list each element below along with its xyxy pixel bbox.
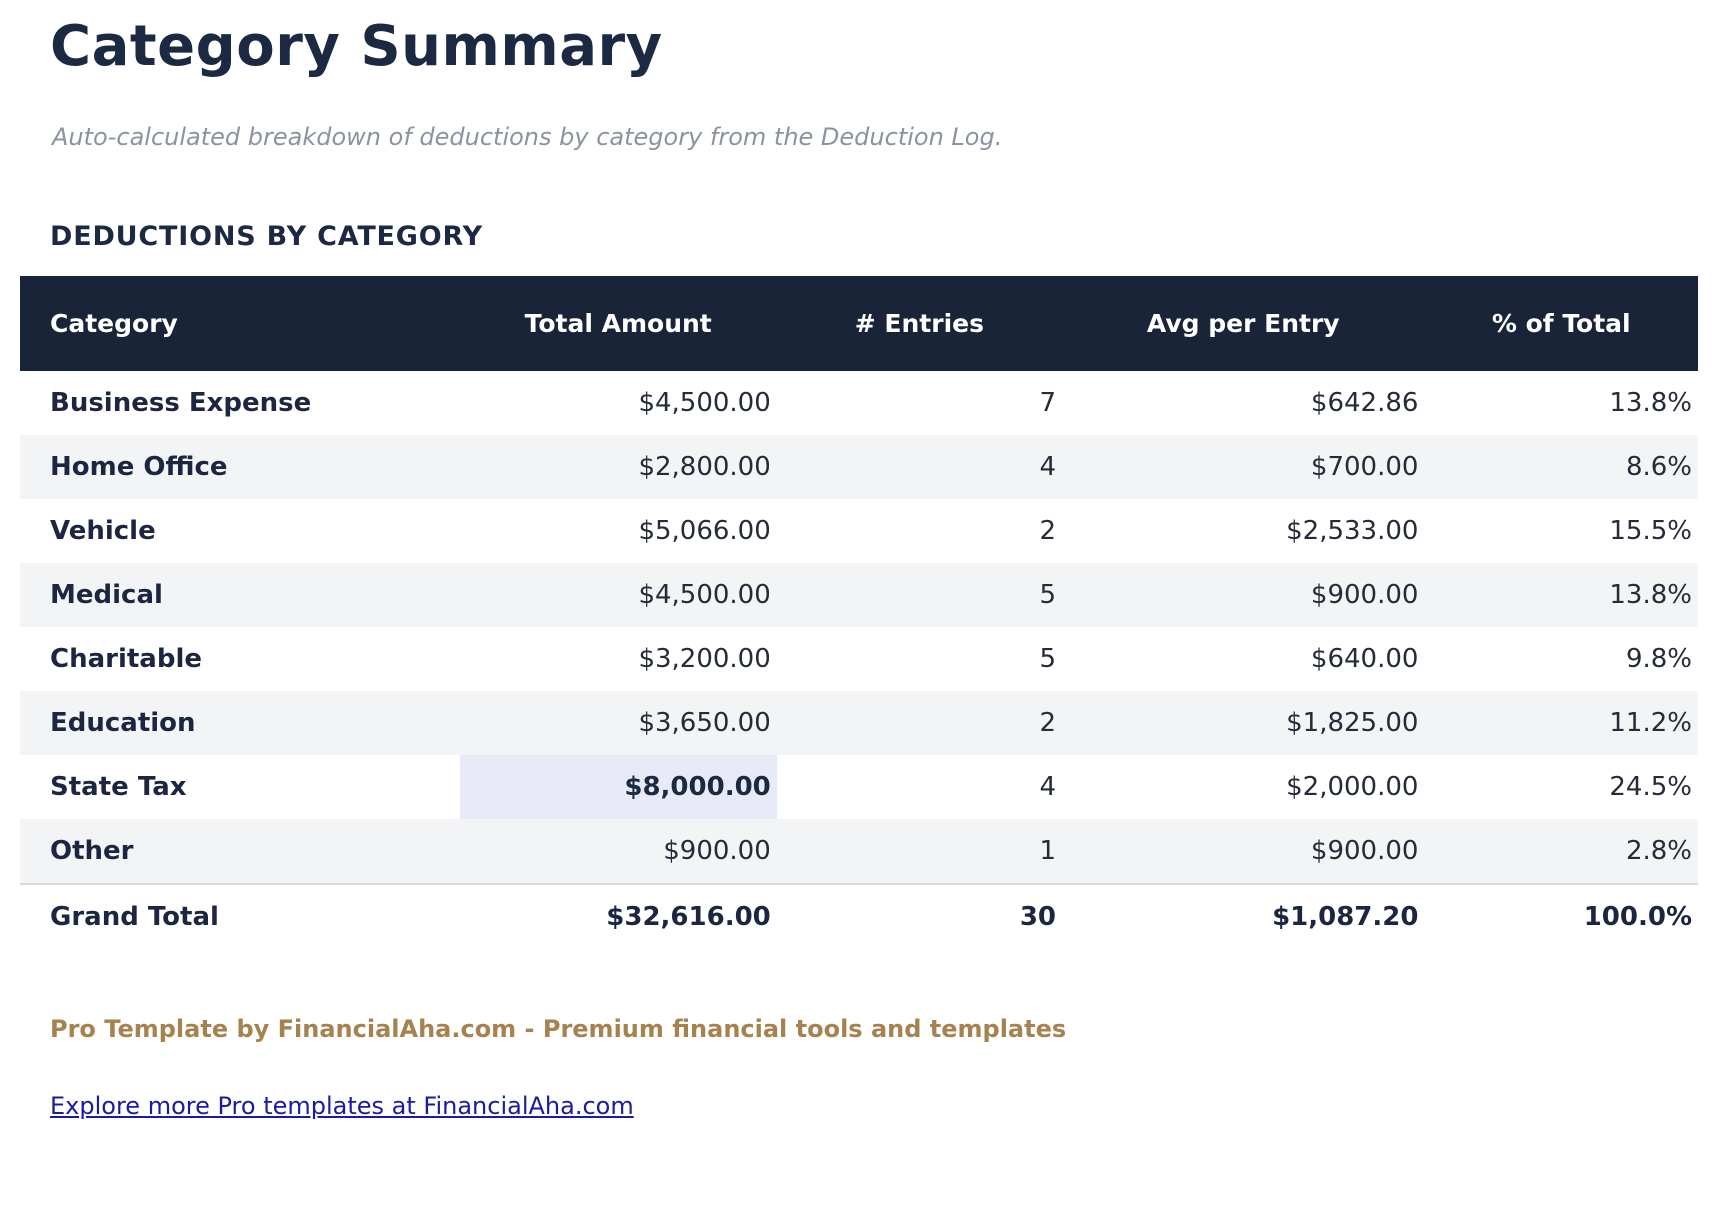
cell-total-amount: $3,200.00: [638, 644, 771, 674]
cell-num-entries: 1: [776, 819, 1063, 884]
cell-pct-of-total: 2.8%: [1424, 819, 1698, 884]
cell-avg-per-entry: $642.86: [1310, 388, 1419, 418]
deductions-by-category-table: Category Total Amount # Entries Avg per …: [20, 276, 1698, 949]
cell-num-entries: 5: [776, 563, 1063, 627]
cell-total-amount: $8,000.00: [459, 755, 777, 819]
cell-avg-per-entry: $1,825.00: [1062, 691, 1425, 755]
column-header-avg-per-entry: Avg per Entry: [1062, 276, 1425, 371]
cell-grand-total-entries: 30: [776, 883, 1063, 949]
table-row: Medical $4,500.00 5 $900.00 13.8%: [20, 563, 1698, 627]
grand-total-row: Grand Total $32,616.00 30 $1,087.20 100.0%: [20, 883, 1698, 949]
cell-total-amount: $4,500.00: [638, 388, 771, 418]
cell-category: State Tax: [50, 772, 187, 802]
page-subtitle: Auto-calculated breakdown of deductions …: [52, 123, 1003, 151]
cell-category: Education: [20, 691, 460, 755]
cell-total-amount: $3,650.00: [459, 691, 777, 755]
cell-grand-total-avg: $1,087.20: [1062, 883, 1425, 949]
cell-pct-of-total: 15.5%: [1609, 516, 1692, 546]
cell-pct-of-total: 9.8%: [1625, 644, 1692, 674]
cell-category: Medical: [20, 563, 460, 627]
column-header-pct-of-total: % of Total: [1424, 276, 1698, 371]
table-header-row: Category Total Amount # Entries Avg per …: [20, 276, 1698, 371]
cell-avg-per-entry: $640.00: [1310, 644, 1419, 674]
column-header-total-amount: Total Amount: [459, 276, 777, 371]
cell-category: Other: [20, 819, 460, 884]
cell-pct-of-total: 8.6%: [1424, 435, 1698, 499]
category-summary-page: Category Summary Auto-calculated breakdo…: [20, 14, 1698, 1120]
cell-pct-of-total: 13.8%: [1609, 388, 1692, 418]
cell-category: Charitable: [50, 644, 203, 674]
table-row: Vehicle $5,066.00 2 $2,533.00 15.5%: [20, 499, 1698, 563]
cell-grand-total-label: Grand Total: [20, 883, 460, 949]
cell-total-amount: $2,800.00: [459, 435, 777, 499]
cell-total-amount: $900.00: [459, 819, 777, 884]
cell-total-amount: $4,500.00: [459, 563, 777, 627]
column-header-category: Category: [20, 276, 460, 371]
table-row: State Tax $8,000.00 4 $2,000.00 24.5%: [20, 755, 1698, 819]
table-row: Other $900.00 1 $900.00 2.8%: [20, 819, 1698, 884]
page-title: Category Summary: [50, 14, 663, 79]
cell-num-entries: 4: [1039, 772, 1057, 802]
column-header-num-entries: # Entries: [776, 276, 1063, 371]
section-heading-deductions-by-category: DEDUCTIONS BY CATEGORY: [50, 221, 483, 252]
cell-avg-per-entry: $700.00: [1062, 435, 1425, 499]
cell-num-entries: 4: [776, 435, 1063, 499]
cell-avg-per-entry: $2,533.00: [1286, 516, 1419, 546]
cell-pct-of-total: 13.8%: [1424, 563, 1698, 627]
cell-grand-total-amount: $32,616.00: [459, 883, 777, 949]
cell-avg-per-entry: $900.00: [1062, 819, 1425, 884]
table-body: Business Expense $4,500.00 7 $642.86 13.8% Ho…: [20, 371, 1698, 949]
cell-num-entries: 7: [1039, 388, 1057, 418]
cell-num-entries: 5: [1039, 644, 1057, 674]
cell-num-entries: 2: [1039, 516, 1057, 546]
cell-pct-of-total: 11.2%: [1424, 691, 1698, 755]
cell-pct-of-total: 24.5%: [1609, 772, 1692, 802]
cell-num-entries: 2: [776, 691, 1063, 755]
cell-grand-total-pct: 100.0%: [1424, 883, 1698, 949]
table-row: Charitable $3,200.00 5 $640.00 9.8%: [20, 627, 1698, 691]
table-row: Business Expense $4,500.00 7 $642.86 13.8%: [20, 371, 1698, 435]
table-row: Education $3,650.00 2 $1,825.00 11.2%: [20, 691, 1698, 755]
explore-templates-link[interactable]: Explore more Pro templates at FinancialA…: [50, 1092, 634, 1120]
cell-category: Home Office: [20, 435, 460, 499]
cell-total-amount: $5,066.00: [638, 516, 771, 546]
cell-category: Business Expense: [50, 388, 312, 418]
cell-avg-per-entry: $2,000.00: [1286, 772, 1419, 802]
cell-category: Vehicle: [50, 516, 156, 546]
cell-avg-per-entry: $900.00: [1062, 563, 1425, 627]
table-row: Home Office $2,800.00 4 $700.00 8.6%: [20, 435, 1698, 499]
footer-brand-line: Pro Template by FinancialAha.com - Premi…: [50, 1015, 1067, 1043]
